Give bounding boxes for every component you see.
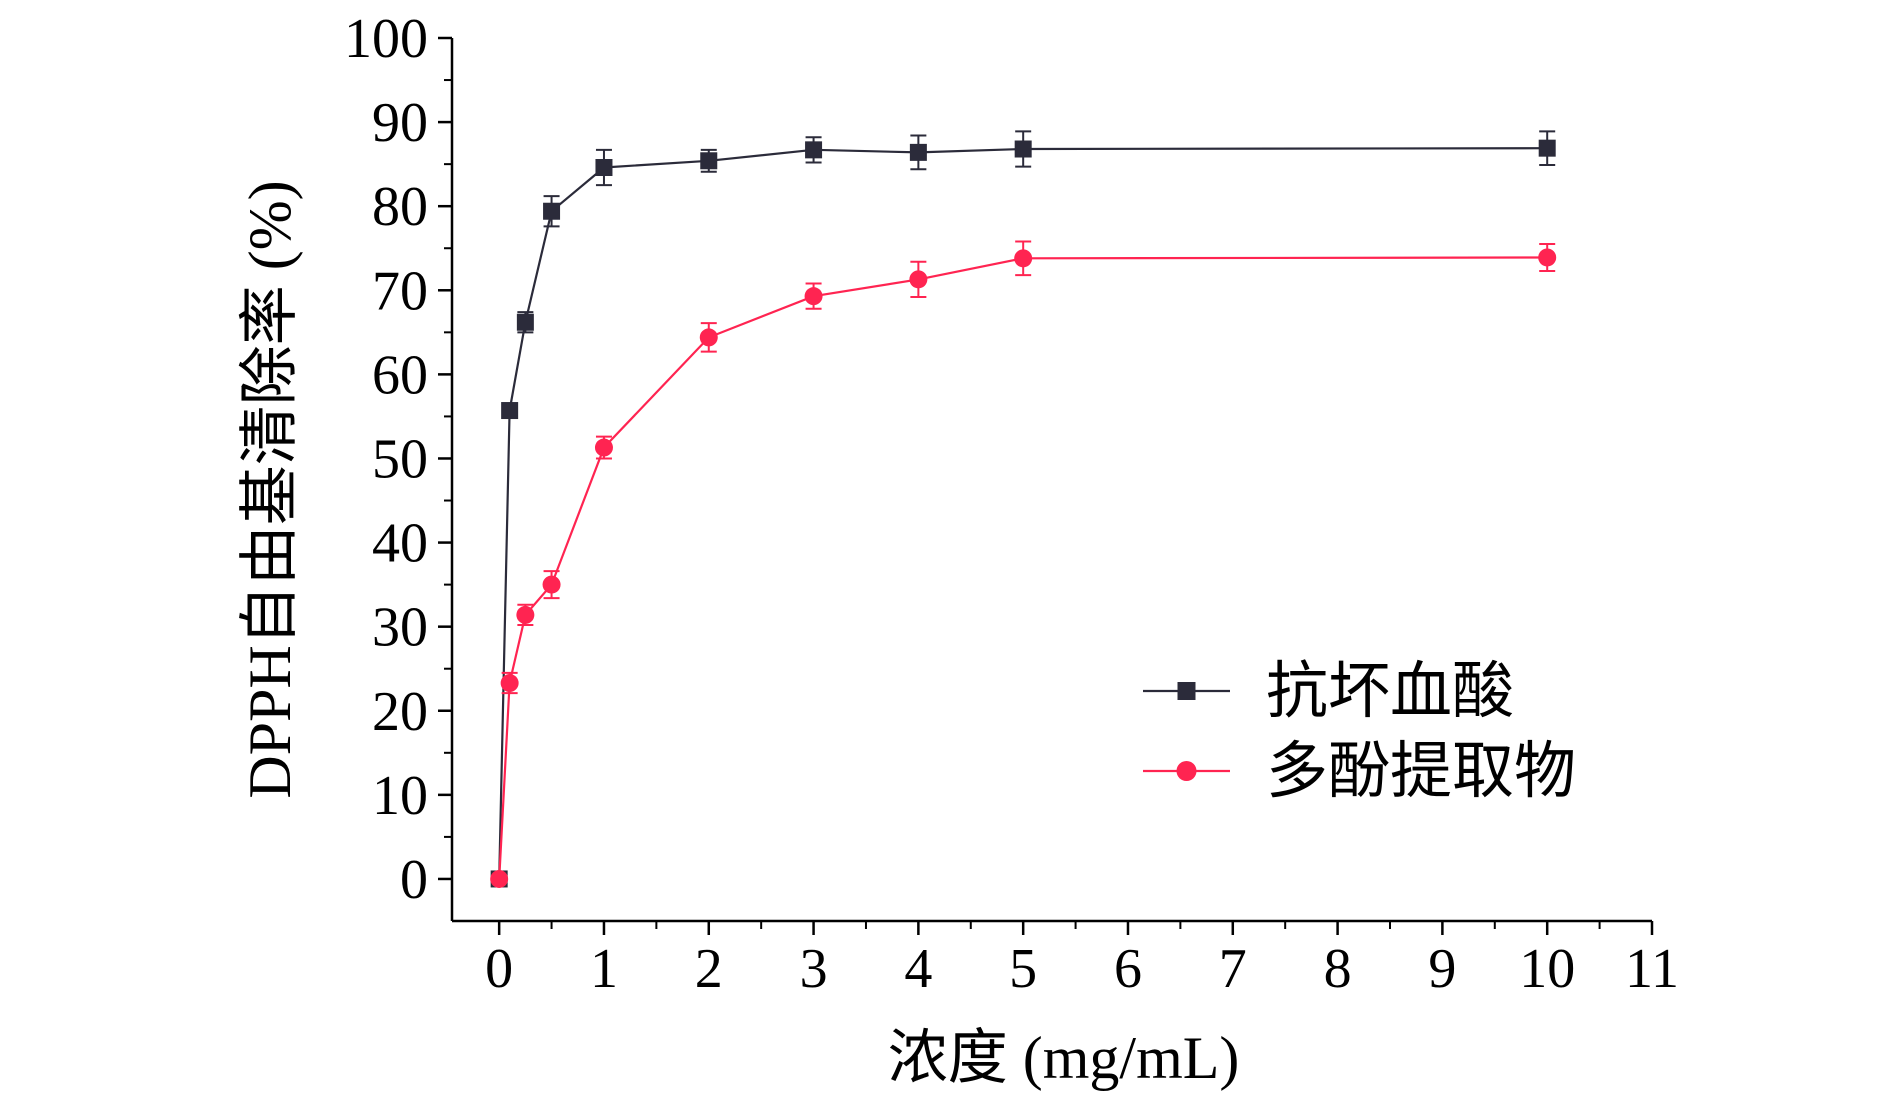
x-tick-label: 7 — [1219, 938, 1247, 1000]
y-tick-label: 70 — [372, 260, 428, 322]
data-point — [516, 313, 534, 331]
legend-marker — [1176, 761, 1197, 781]
data-point — [594, 438, 613, 457]
x-tick-label: 9 — [1428, 938, 1456, 1000]
y-tick-label: 0 — [400, 849, 428, 911]
data-point — [1538, 248, 1557, 267]
data-point — [700, 152, 718, 170]
data-point — [804, 287, 823, 306]
y-tick-label: 30 — [372, 597, 428, 659]
data-point — [909, 143, 927, 161]
legend-marker — [1177, 682, 1196, 700]
y-tick-label: 10 — [372, 765, 428, 827]
data-point — [543, 202, 561, 220]
legend-item: 抗坏血酸 — [1143, 658, 1514, 726]
y-axis-title: DPPH自由基清除率 (%) — [237, 180, 303, 798]
x-tick-label: 4 — [904, 938, 932, 1000]
data-point — [501, 402, 519, 420]
data-point — [490, 869, 509, 888]
x-tick-label: 8 — [1324, 938, 1352, 1000]
x-axis-title: 浓度 (mg/mL) — [888, 1025, 1240, 1091]
x-tick-label: 11 — [1625, 938, 1679, 1000]
y-tick-label: 80 — [372, 176, 428, 238]
y-tick-label: 60 — [372, 344, 428, 406]
data-point — [595, 159, 613, 177]
data-point — [909, 270, 928, 289]
series-line — [498, 256, 1548, 880]
y-tick-label: 100 — [344, 8, 428, 70]
data-point — [1538, 139, 1556, 157]
data-point — [542, 575, 561, 594]
x-tick-label: 0 — [485, 938, 513, 1000]
data-point — [500, 674, 519, 693]
x-tick-label: 3 — [800, 938, 828, 1000]
y-tick-label: 90 — [372, 92, 428, 154]
data-point — [1014, 249, 1033, 268]
legend-label: 抗坏血酸 — [1266, 658, 1514, 726]
y-tick-label: 40 — [372, 513, 428, 575]
y-tick-label: 20 — [372, 681, 428, 743]
data-point — [516, 605, 535, 624]
x-tick-label: 10 — [1519, 938, 1575, 1000]
series-2 — [490, 240, 1557, 888]
x-tick-label: 1 — [590, 938, 618, 1000]
series-line — [498, 147, 1548, 880]
legend-label: 多酚提取物 — [1266, 738, 1576, 806]
legend-item: 多酚提取物 — [1143, 738, 1576, 806]
axes: 0 10 20 30 40 50 60 70 80 90 100 0 1 2 3 4 5 6 7 8 9 10 11 — [344, 8, 1679, 1000]
y-tick-label: 50 — [372, 428, 428, 490]
data-point — [699, 328, 718, 347]
data-point — [1014, 140, 1032, 158]
x-tick-label: 2 — [695, 938, 723, 1000]
series-layer — [490, 130, 1557, 888]
x-tick-label: 5 — [1009, 938, 1037, 1000]
data-point — [805, 141, 823, 159]
series-1 — [490, 130, 1556, 888]
x-tick-label: 6 — [1114, 938, 1142, 1000]
